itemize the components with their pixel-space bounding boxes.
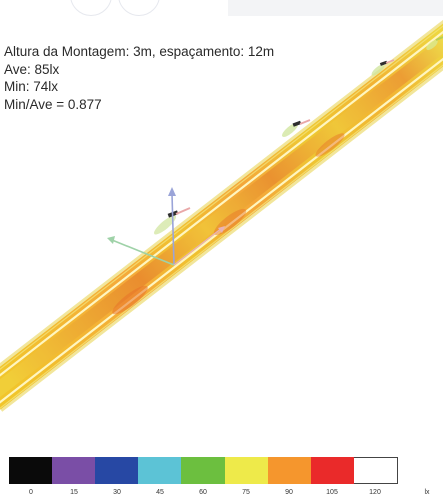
legend-tick-labels: 0 15 30 45 60 75 90 105 120 lx — [0, 489, 443, 499]
legend-swatch — [9, 457, 53, 484]
luminaire-2[interactable] — [280, 119, 311, 139]
legend-swatch — [267, 457, 311, 484]
legend-tick-label: 0 — [29, 489, 33, 496]
legend-swatch — [95, 457, 139, 484]
legend-swatch — [224, 457, 268, 484]
legend-swatch — [353, 457, 398, 484]
legend-tick-label: 45 — [156, 489, 164, 496]
uniformity-label: Min/Ave = 0.877 — [4, 96, 102, 112]
legend-tick-label: 15 — [70, 489, 78, 496]
luminaire-3[interactable] — [370, 59, 395, 77]
toolbar-band — [228, 0, 443, 16]
legend-swatch — [138, 457, 182, 484]
simulation-info-panel: Altura da Montagem: 3m, espaçamento: 12m… — [4, 43, 274, 113]
legend-swatch — [52, 457, 96, 484]
illuminance-color-legend — [9, 457, 398, 484]
average-illuminance-label: Ave: 85lx — [4, 61, 60, 77]
legend-tick-label: 90 — [285, 489, 293, 496]
legend-tick-label: 60 — [199, 489, 207, 496]
minimum-illuminance-label: Min: 74lx — [4, 79, 59, 94]
legend-tick-label: 75 — [242, 489, 250, 496]
illuminance-render[interactable] — [0, 0, 443, 440]
legend-swatch — [181, 457, 225, 484]
road-illuminance-band — [0, 19, 443, 412]
legend-tick-label: 120 — [369, 489, 381, 496]
legend-swatch — [310, 457, 354, 484]
axis-gizmo[interactable] — [107, 187, 225, 266]
luminaire-4[interactable] — [425, 36, 443, 52]
legend-tick-label: 105 — [326, 489, 338, 496]
legend-unit-label: lx — [424, 489, 430, 496]
mounting-height-label: Altura da Montagem: 3m, espaçamento: 12m — [4, 44, 275, 59]
top-toolbar-strip — [0, 0, 443, 22]
legend-tick-label: 30 — [113, 489, 121, 496]
